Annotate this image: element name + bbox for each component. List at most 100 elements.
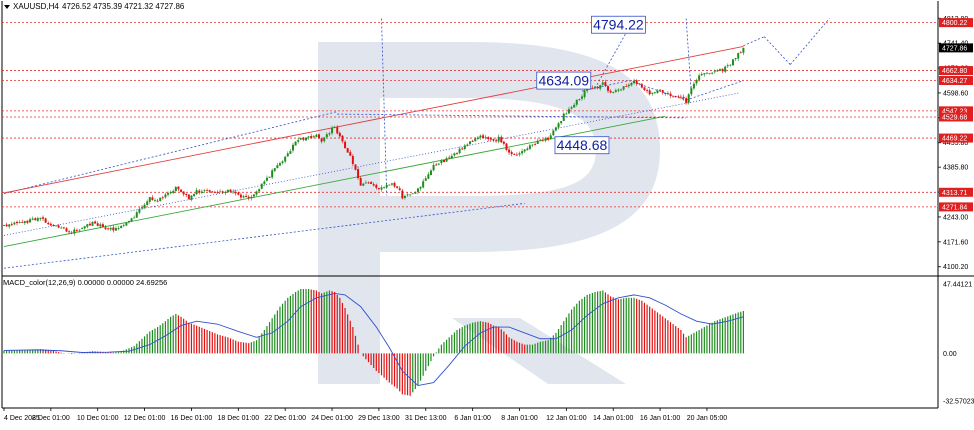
candle-body [497, 136, 500, 142]
level-tag-label: 4469.22 [942, 136, 967, 143]
candle-body [174, 187, 177, 192]
candle-body [260, 183, 263, 189]
time-axis-label: 12 Jan 01:00 [546, 415, 587, 422]
candle-body [518, 153, 521, 155]
candle-body [442, 160, 445, 162]
candle-body [705, 72, 708, 74]
candle-body [531, 144, 534, 146]
candle-body [565, 113, 568, 115]
candle-body [700, 74, 703, 76]
candle-body [659, 89, 662, 91]
logo-r-shape [318, 42, 660, 384]
candle-body [523, 149, 526, 152]
candle-body [552, 130, 555, 136]
price-annotation-label: 4448.68 [557, 137, 608, 153]
candle-body [429, 170, 432, 175]
candle-body [737, 53, 740, 59]
candle-body [362, 183, 365, 186]
candle-body [234, 191, 237, 194]
candle-body [273, 168, 276, 171]
candle-body [328, 133, 331, 135]
candle-body [310, 136, 313, 138]
candle-body [258, 189, 261, 192]
candle-body [297, 140, 300, 142]
candle-body [312, 136, 315, 138]
candle-body [484, 137, 487, 138]
candle-body [161, 197, 164, 199]
candle-body [127, 220, 130, 223]
upper-channel-line [3, 45, 744, 194]
candle-body [690, 88, 693, 95]
candle-body [609, 90, 612, 93]
candle-body [586, 88, 589, 91]
candle-body [55, 225, 58, 227]
candle-body [406, 194, 409, 196]
candle-body [685, 98, 688, 103]
channel-top-dotted [3, 111, 338, 194]
candle-body [666, 93, 669, 94]
candle-body [521, 151, 524, 154]
candle-body [47, 222, 50, 225]
candle-body [570, 107, 573, 109]
candle-body [515, 154, 518, 156]
price-annotation-box [536, 71, 592, 90]
candle-body [664, 92, 667, 94]
candle-body [505, 143, 508, 150]
candle-body [224, 191, 227, 194]
candle-body [130, 218, 133, 222]
candle-body [692, 83, 695, 89]
candle-body [193, 194, 196, 197]
candle-body [86, 224, 89, 227]
price-annotations: 4794.22 4634.09 4448.68 [536, 15, 646, 155]
candle-body [726, 65, 729, 67]
candle-body [305, 137, 308, 141]
candle-body [39, 217, 42, 219]
candle-body [195, 190, 198, 195]
candle-body [544, 138, 547, 141]
candle-body [284, 156, 287, 162]
time-axis-label: 6 Jan 01:00 [454, 415, 491, 422]
candle-body [216, 192, 219, 194]
candle-body [562, 113, 565, 121]
candle-body [265, 177, 268, 181]
candle-body [573, 104, 576, 108]
macd-axis-label: 47.44121 [943, 282, 972, 289]
candle-body [190, 195, 193, 200]
level-tag [939, 133, 973, 143]
candle-body [390, 183, 393, 185]
collapse-triangle-icon[interactable] [4, 5, 10, 9]
candle-body [187, 194, 190, 200]
candle-body [554, 127, 557, 131]
time-axis-label: 16 Dec 01:00 [171, 415, 213, 422]
candle-body [336, 127, 339, 134]
candle-body [99, 224, 102, 227]
candle-body [711, 72, 714, 74]
candle-body [206, 190, 209, 192]
level-tag-label: 4800.22 [942, 20, 967, 27]
candle-body [107, 228, 110, 230]
candle-body [133, 217, 136, 219]
candle-body [169, 192, 172, 194]
candle-body [325, 134, 328, 137]
candle-body [278, 163, 281, 166]
candle-body [91, 221, 94, 226]
macd-header: MACD_color(12,26,9) 0.00000 0.00000 24.6… [3, 278, 167, 287]
candle-body [213, 192, 216, 193]
candle-body [289, 151, 292, 154]
candle-body [435, 164, 438, 166]
candle-body [502, 141, 505, 144]
candle-body [122, 224, 125, 226]
candle-body [351, 155, 354, 164]
candle-body [151, 197, 154, 201]
candle-body [21, 222, 24, 223]
candle-body [364, 182, 367, 184]
candle-body [622, 86, 625, 90]
candle-body [159, 197, 162, 202]
current-price-tag [939, 43, 973, 53]
candle-body [372, 184, 375, 186]
candle-body [177, 186, 180, 190]
candle-body [135, 212, 138, 218]
price-axis-label: 4598.60 [943, 90, 968, 97]
candle-body [291, 144, 294, 151]
macd-signal-line [3, 292, 744, 387]
